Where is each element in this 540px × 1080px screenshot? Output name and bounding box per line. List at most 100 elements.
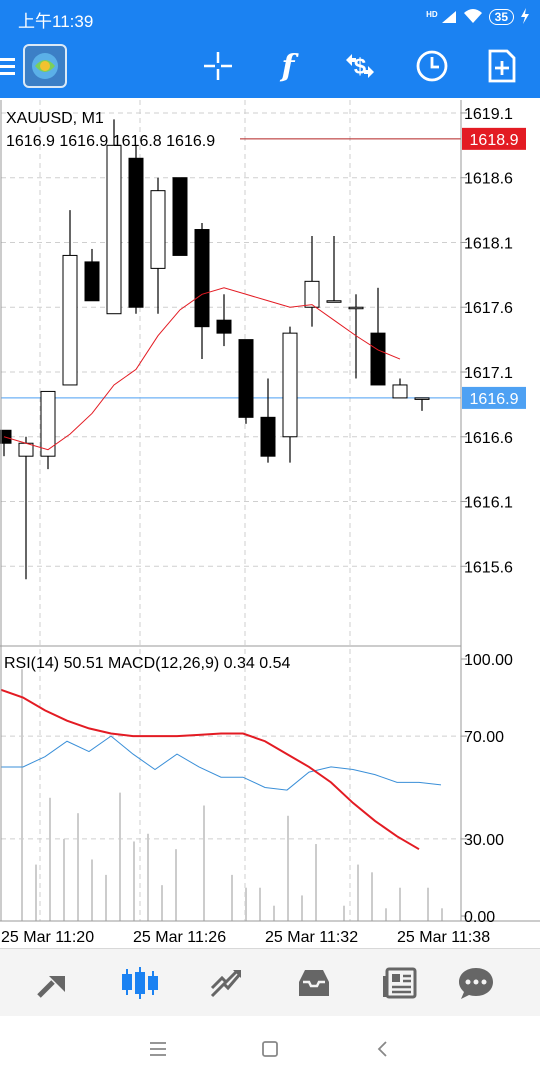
macd-histogram <box>21 669 443 921</box>
indicators-label: f <box>281 48 295 84</box>
candle <box>216 294 232 347</box>
candle <box>172 177 188 256</box>
chat-icon <box>459 968 493 999</box>
candle <box>260 378 276 463</box>
status-bar: 上午11:39 HD 35 <box>0 0 540 34</box>
home-button[interactable] <box>255 1034 285 1064</box>
candle <box>0 429 12 457</box>
price-tick-label: 1617.6 <box>464 300 513 317</box>
candles-icon <box>122 967 158 999</box>
candle-body <box>414 397 430 400</box>
candle-body <box>216 319 232 334</box>
app-logo[interactable] <box>22 43 68 89</box>
status-time: 上午11:39 <box>18 12 94 31</box>
ohlc-label: 1616.9 1616.9 1616.8 1616.9 <box>6 133 215 150</box>
trade-tab[interactable] <box>204 961 250 1005</box>
crosshair-icon[interactable] <box>198 46 238 86</box>
trade-icon[interactable]: $ <box>340 46 380 86</box>
candle <box>304 236 320 327</box>
indicator-axis: 100.00 70.00 30.00 0.00 <box>461 652 513 926</box>
candle <box>62 210 78 386</box>
time-tick-label: 25 Mar 11:26 <box>133 929 226 946</box>
candle-body <box>150 190 166 269</box>
ask-price-label: 1616.9 <box>470 391 519 408</box>
new-order-icon[interactable] <box>482 46 522 86</box>
candle-body <box>238 339 254 418</box>
indicators-icon[interactable]: f <box>268 46 308 86</box>
charging-icon <box>520 7 530 27</box>
candle <box>370 287 386 386</box>
inbox-icon <box>299 970 329 996</box>
trade-chart-icon <box>210 970 242 998</box>
candle <box>348 294 364 379</box>
time-tick-label: 25 Mar 11:38 <box>397 929 490 946</box>
indicator-tick-label: 30.00 <box>464 832 504 849</box>
candle-body <box>304 280 320 308</box>
recents-button[interactable] <box>143 1034 173 1064</box>
indicator-tick-label: 70.00 <box>464 729 504 746</box>
candle-body <box>84 261 100 302</box>
candle <box>84 248 100 302</box>
candle <box>40 390 56 470</box>
messages-tab[interactable] <box>453 961 499 1005</box>
candle-body <box>128 157 144 308</box>
network-type-label: HD <box>426 10 438 19</box>
price-tick-label: 1615.6 <box>464 559 513 576</box>
signal-icon: HD <box>426 10 457 24</box>
candle <box>282 326 298 463</box>
candle <box>414 397 430 411</box>
time-axis: 25 Mar 11:20 25 Mar 11:26 25 Mar 11:32 25 M… <box>1 929 490 946</box>
chart-area[interactable]: 1619.1 1618.6 1618.1 1617.6 1617.1 1616.6 1616… <box>0 98 540 948</box>
candle-body <box>260 416 276 457</box>
price-tick-label: 1618.6 <box>464 171 513 188</box>
candle <box>150 177 166 314</box>
candle <box>392 378 408 399</box>
time-tick-label: 25 Mar 11:20 <box>1 929 94 946</box>
candle-body <box>370 332 386 386</box>
status-icons: HD 35 <box>426 5 530 29</box>
macd-signal-line <box>0 688 420 851</box>
candle-body <box>392 384 408 399</box>
battery-icon: 35 <box>488 9 514 25</box>
bid-price-badge <box>462 127 526 150</box>
quotes-icon <box>37 976 65 998</box>
menu-icon[interactable] <box>0 46 20 86</box>
price-axis: 1619.1 1618.6 1618.1 1617.6 1617.1 1616.6 1616… <box>461 106 513 576</box>
quotes-tab[interactable] <box>31 961 77 1005</box>
candle-body <box>194 229 210 328</box>
bottom-nav <box>0 948 540 1017</box>
svg-text:$: $ <box>354 54 366 79</box>
candle-body <box>106 144 122 315</box>
candle-body <box>62 254 78 386</box>
price-tick-label: 1618.1 <box>464 235 513 252</box>
toolbar: f $ <box>0 34 540 98</box>
candle-body <box>326 300 342 303</box>
back-icon <box>377 1041 387 1057</box>
candle <box>128 145 144 314</box>
time-tick-label: 25 Mar 11:32 <box>265 929 358 946</box>
chart-tab[interactable] <box>117 961 163 1005</box>
recents-icon <box>150 1042 166 1056</box>
timeframe-icon[interactable] <box>412 46 452 86</box>
home-icon <box>262 1041 278 1057</box>
candle-body <box>282 332 298 438</box>
back-button[interactable] <box>368 1034 398 1064</box>
history-tab[interactable] <box>291 961 337 1005</box>
news-tab[interactable] <box>377 961 423 1005</box>
candle-body <box>172 177 188 256</box>
price-tick-label: 1616.6 <box>464 430 513 447</box>
candle-body <box>348 306 364 310</box>
ask-price-badge <box>462 386 526 409</box>
indicator-tick-label: 100.00 <box>464 652 513 669</box>
wifi-icon <box>463 8 483 27</box>
candle <box>238 339 254 424</box>
candle-body <box>40 390 56 457</box>
indicator-label: RSI(14) 50.51 MACD(12,26,9) 0.34 0.54 <box>4 655 290 672</box>
rsi-line <box>1 735 442 791</box>
battery-level: 35 <box>494 10 508 24</box>
candle <box>326 236 342 303</box>
news-icon <box>383 967 417 999</box>
candle <box>106 119 122 315</box>
system-nav <box>0 1016 540 1080</box>
price-tick-label: 1616.1 <box>464 495 513 512</box>
